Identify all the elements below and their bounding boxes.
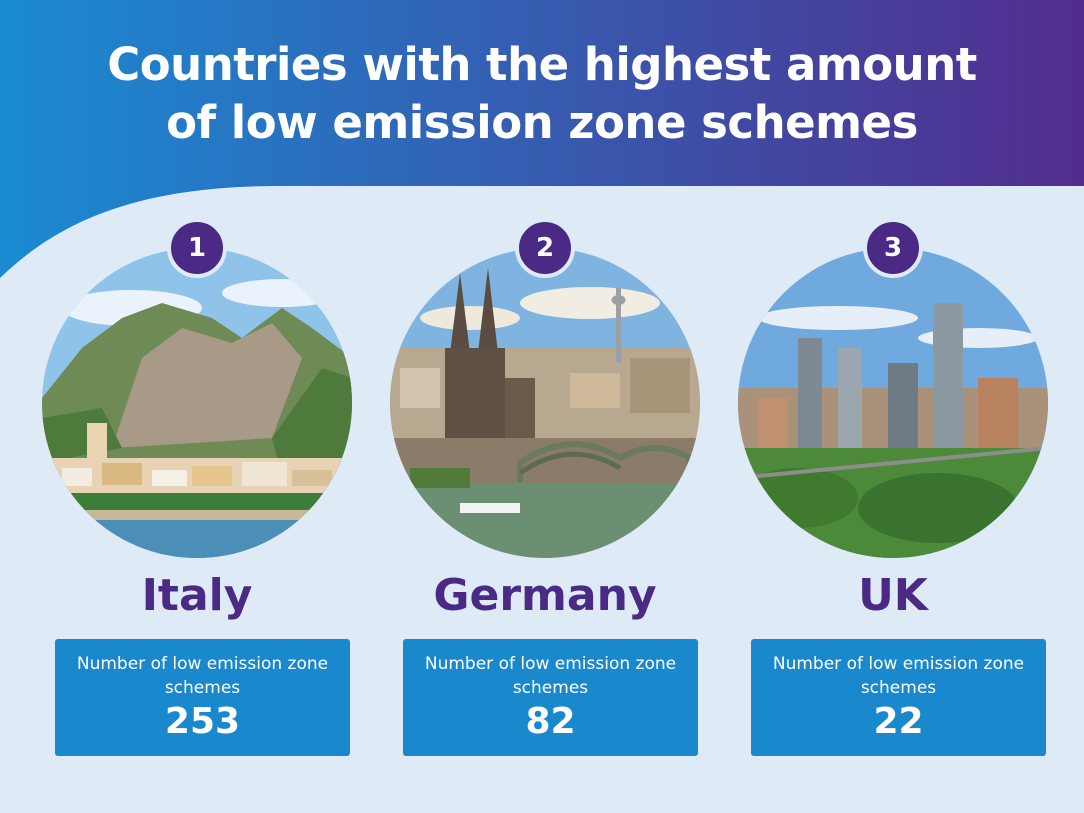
stat-label: Number of low emission zone schemes bbox=[772, 654, 1025, 698]
title-line-2: of low emission zone schemes bbox=[166, 96, 918, 149]
country-card-germany: 2 Germany Number of low emission zone sc… bbox=[390, 218, 700, 762]
stat-box: Number of low emission zone schemes 253 bbox=[55, 639, 350, 756]
stat-label: Number of low emission zone schemes bbox=[424, 654, 677, 698]
stat-box: Number of low emission zone schemes 22 bbox=[751, 639, 1046, 756]
rank-badge: 2 bbox=[515, 218, 575, 278]
country-name: Italy bbox=[141, 570, 253, 621]
stat-value: 253 bbox=[164, 701, 241, 742]
cologne-cathedral-photo bbox=[390, 248, 700, 558]
country-name: UK bbox=[858, 570, 928, 621]
stat-value: 82 bbox=[525, 701, 576, 742]
title-line-1: Countries with the highest amount bbox=[107, 38, 977, 91]
stat-value: 22 bbox=[873, 701, 924, 742]
stat-label: Number of low emission zone schemes bbox=[76, 654, 329, 698]
stat-box: Number of low emission zone schemes 82 bbox=[403, 639, 698, 756]
page-title: Countries with the highest amount of low… bbox=[0, 36, 1084, 152]
rank-badge: 1 bbox=[167, 218, 227, 278]
manchester-skyline-photo bbox=[738, 248, 1048, 558]
rank-badge: 3 bbox=[863, 218, 923, 278]
header-banner bbox=[0, 0, 1084, 278]
country-card-italy: 1 Italy Number of low emission zone sche… bbox=[42, 218, 352, 762]
amalfi-coast-photo bbox=[42, 248, 352, 558]
country-card-uk: 3 UK Number of low emission zone schemes… bbox=[738, 218, 1048, 762]
country-name: Germany bbox=[433, 570, 657, 621]
